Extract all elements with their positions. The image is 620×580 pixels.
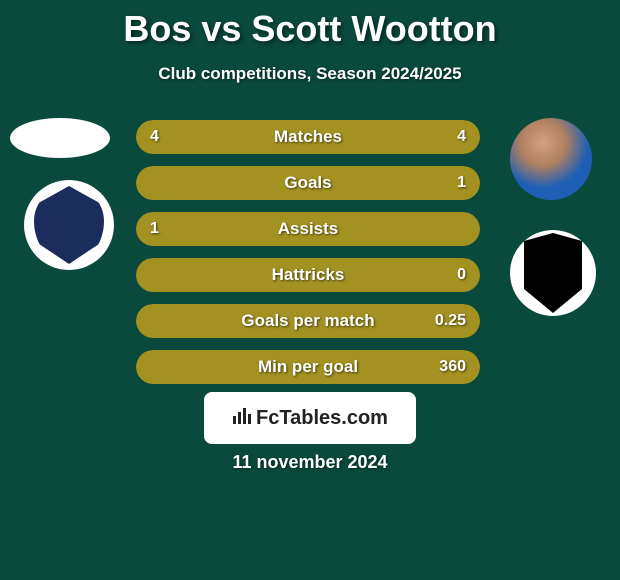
club-right-badge: [510, 230, 596, 316]
stat-value-right: 0.25: [435, 312, 466, 330]
stat-label: Hattricks: [272, 265, 345, 285]
stats-list: 4 4 Matches 1 Goals 1 Assists 0 Hattricks 0.25 Goa…: [136, 120, 480, 396]
stat-label: Goals: [284, 173, 331, 193]
stat-value-right: 0: [457, 266, 466, 284]
stat-value-right: 360: [439, 358, 466, 376]
stat-value-right: 4: [457, 128, 466, 146]
stat-label: Min per goal: [258, 357, 358, 377]
stat-row: 360 Min per goal: [136, 350, 480, 384]
chart-bars-icon: [232, 408, 252, 424]
stat-value-left: 1: [150, 220, 159, 238]
stat-value-left: 4: [150, 128, 159, 146]
stat-row: 0 Hattricks: [136, 258, 480, 292]
branding-text: FcTables.com: [256, 407, 388, 430]
player-left-avatar: [10, 118, 110, 158]
stat-label: Matches: [274, 127, 342, 147]
stat-value-right: 1: [457, 174, 466, 192]
stat-row: 1 Assists: [136, 212, 480, 246]
club-left-crest-icon: [34, 186, 104, 264]
stat-label: Assists: [278, 219, 338, 239]
stat-row: 1 Goals: [136, 166, 480, 200]
chart-icon: [232, 408, 252, 429]
comparison-title: Bos vs Scott Wootton: [0, 0, 620, 50]
stat-row: 0.25 Goals per match: [136, 304, 480, 338]
stat-label: Goals per match: [241, 311, 374, 331]
snapshot-date: 11 november 2024: [232, 452, 387, 473]
branding-panel: FcTables.com: [204, 392, 416, 444]
comparison-subtitle: Club competitions, Season 2024/2025: [0, 64, 620, 84]
stat-row: 4 4 Matches: [136, 120, 480, 154]
player-right-avatar: [510, 118, 592, 200]
club-right-crest-icon: [524, 233, 582, 313]
club-left-badge: [24, 180, 114, 270]
